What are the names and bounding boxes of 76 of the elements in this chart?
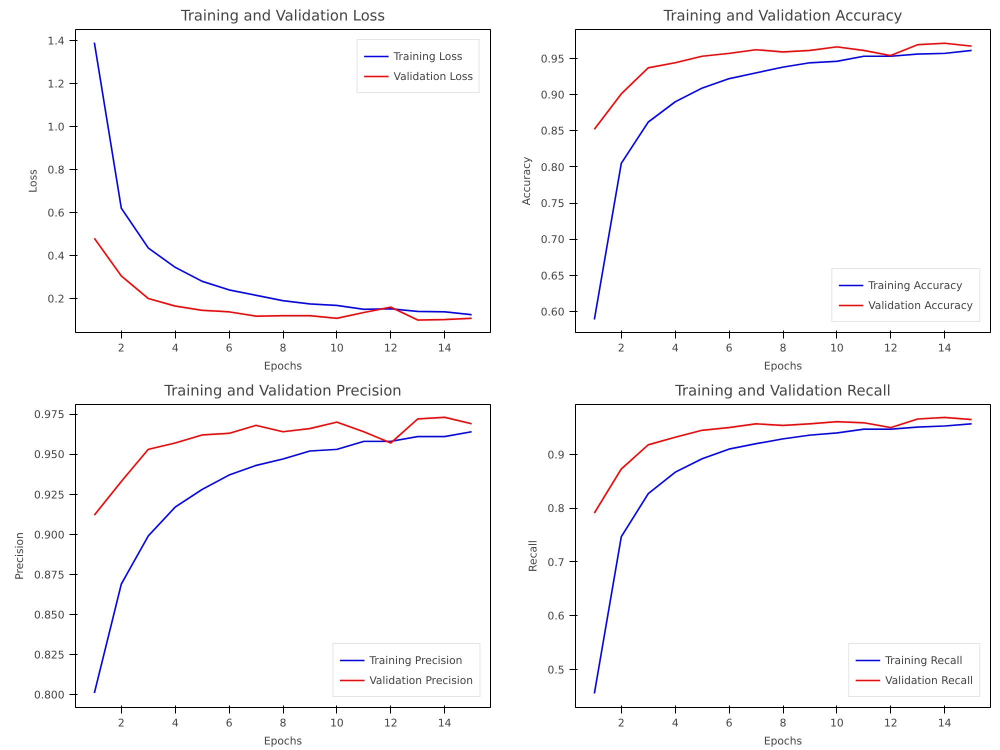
y-tick-label: 0.85 (540, 124, 565, 138)
y-tick-label: 0.925 (34, 488, 65, 502)
y-tick-label: 1.2 (48, 77, 65, 90)
y-tick-label: 0.950 (34, 448, 65, 462)
y-tick-label: 0.2 (48, 292, 65, 306)
x-tick-label: 4 (172, 342, 179, 354)
x-tick-label: 12 (884, 342, 898, 354)
y-tick-label: 0.850 (34, 608, 65, 622)
legend-label: Training Recall (885, 654, 962, 666)
y-tick-label: 0.60 (540, 306, 565, 319)
x-tick-label: 12 (384, 716, 398, 730)
x-tick-label: 4 (172, 716, 179, 730)
x-tick-label: 12 (884, 716, 898, 730)
y-tick-label: 0.6 (548, 610, 565, 623)
legend-label: Validation Loss (394, 70, 473, 82)
chart-title: Training and Validation Recall (674, 382, 891, 400)
y-tick-label: 0.9 (548, 448, 565, 462)
y-axis-title: Loss (26, 168, 40, 193)
y-tick-label: 0.80 (540, 160, 565, 174)
x-tick-label: 6 (726, 342, 733, 354)
x-axis-title: Epochs (764, 734, 803, 748)
x-tick-label: 14 (938, 716, 952, 730)
y-tick-label: 0.900 (34, 528, 65, 542)
y-axis-title: Accuracy (520, 156, 533, 206)
x-tick-label: 10 (830, 342, 844, 354)
x-axis-title: Epochs (264, 360, 303, 372)
y-tick-label: 0.975 (34, 408, 65, 422)
x-tick-label: 10 (830, 716, 844, 730)
legend-label: Validation Recall (885, 674, 973, 686)
y-tick-label: 0.875 (34, 568, 65, 582)
chart-title: Training and Validation Precision (163, 382, 402, 400)
legend-label: Training Precision (369, 654, 462, 666)
x-tick-label: 6 (226, 342, 233, 354)
chart-title: Training and Validation Loss (180, 8, 385, 24)
y-tick-label: 0.6 (48, 206, 65, 220)
x-tick-label: 8 (780, 716, 787, 730)
y-tick-label: 0.8 (48, 163, 65, 176)
x-tick-label: 10 (330, 716, 344, 730)
y-tick-label: 0.5 (548, 663, 565, 676)
y-tick-label: 0.75 (540, 197, 565, 210)
y-tick-label: 0.90 (540, 88, 565, 102)
x-tick-label: 14 (438, 716, 452, 730)
x-tick-label: 2 (618, 716, 625, 730)
legend-label: Validation Precision (369, 674, 473, 686)
x-tick-label: 10 (330, 342, 344, 354)
legend-label: Validation Accuracy (868, 298, 973, 312)
y-tick-label: 1.4 (48, 34, 65, 48)
legend-label: Training Loss (394, 50, 462, 62)
x-tick-label: 6 (226, 716, 233, 730)
y-tick-label: 1.0 (48, 120, 65, 134)
chart-title: Training and Validation Accuracy (662, 8, 903, 24)
x-tick-label: 14 (438, 342, 452, 354)
x-tick-label: 14 (938, 342, 952, 354)
x-tick-label: 2 (118, 716, 125, 730)
y-tick-label: 0.8 (548, 502, 565, 516)
y-tick-label: 0.95 (540, 52, 565, 66)
x-axis-title: Epochs (264, 734, 303, 748)
y-tick-label: 0.65 (540, 269, 565, 282)
x-tick-label: 2 (118, 342, 125, 354)
y-tick-label: 0.4 (48, 250, 65, 263)
y-tick-label: 0.825 (34, 648, 65, 662)
y-tick-label: 0.800 (34, 688, 65, 702)
x-tick-label: 4 (672, 716, 679, 730)
x-tick-label: 6 (726, 716, 733, 730)
x-tick-label: 8 (780, 342, 787, 354)
x-tick-label: 12 (384, 342, 398, 354)
y-axis-title: Recall (526, 540, 540, 572)
x-axis-title: Epochs (764, 360, 803, 372)
x-tick-label: 4 (672, 342, 679, 354)
x-tick-label: 2 (618, 342, 625, 354)
x-tick-label: 8 (280, 716, 287, 730)
y-tick-label: 0.70 (540, 233, 565, 246)
y-tick-label: 0.7 (548, 556, 565, 569)
y-axis-title: Precision (12, 532, 26, 580)
x-tick-label: 8 (280, 342, 287, 354)
legend-label: Training Accuracy (868, 278, 962, 292)
